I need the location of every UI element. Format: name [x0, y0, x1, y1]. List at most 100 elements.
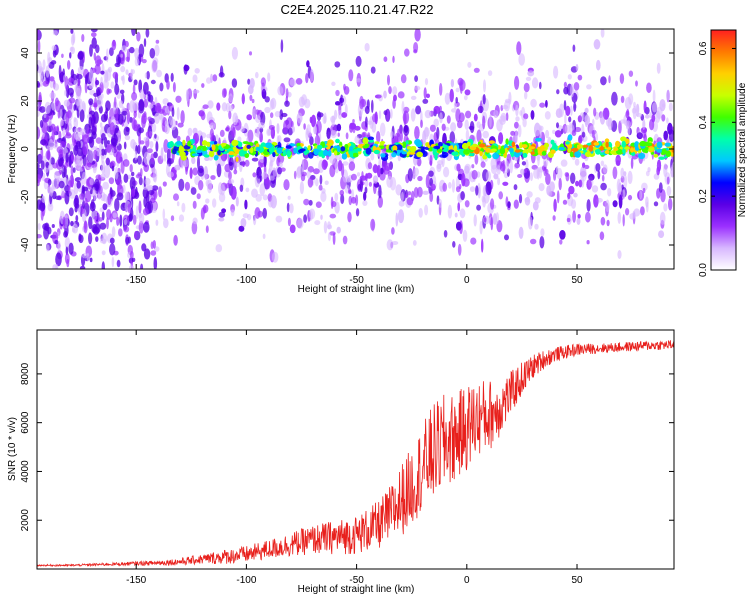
heatmap-cell — [313, 125, 318, 135]
colorbar-ticks: 0.0 0.2 0.4 0.6 — [698, 41, 736, 277]
heatmap-cell — [122, 74, 125, 85]
heatmap-cell — [564, 113, 567, 126]
heatmap-cell — [87, 149, 94, 163]
heatmap-cell — [146, 186, 152, 191]
heatmap-cell — [173, 234, 178, 246]
heatmap-cell — [207, 100, 214, 109]
heatmap-cell — [64, 89, 67, 96]
heatmap-cell — [493, 110, 499, 118]
heatmap-cell — [607, 187, 612, 197]
heatmap-cell — [556, 122, 559, 129]
heatmap-cell — [306, 130, 312, 136]
heatmap-cell — [307, 177, 314, 188]
heatmap-cell — [326, 127, 331, 139]
heatmap-cell — [314, 220, 321, 226]
heatmap-cell — [159, 82, 164, 92]
heatmap-cell — [470, 146, 477, 151]
heatmap-cell — [455, 186, 461, 193]
heatmap-cell — [322, 149, 329, 156]
heatmap-cell — [309, 69, 314, 82]
heatmap-cell — [370, 152, 375, 161]
heatmap-cell — [649, 112, 653, 119]
heatmap-cell — [68, 189, 76, 199]
heatmap-cell — [550, 149, 556, 154]
heatmap-cell — [296, 112, 303, 124]
heatmap-cell — [418, 207, 423, 218]
heatmap-cell — [167, 171, 175, 178]
heatmap-cell — [523, 82, 530, 93]
heatmap-cell — [425, 174, 430, 189]
heatmap-cell — [414, 85, 421, 91]
heatmap-cell — [306, 170, 311, 179]
heatmap-cell — [224, 163, 231, 173]
heatmap-cell — [296, 165, 304, 177]
heatmap-cell — [55, 252, 62, 267]
heatmap-cell — [639, 190, 643, 200]
heatmap-cell — [666, 117, 669, 124]
heatmap-cell — [599, 152, 604, 156]
heatmap-cell — [242, 161, 246, 168]
heatmap-cell — [204, 156, 210, 161]
heatmap-cell — [79, 128, 86, 134]
heatmap-cell — [228, 151, 235, 156]
heatmap-cell — [58, 149, 64, 158]
heatmap-cell — [270, 195, 277, 209]
heatmap-cell — [422, 98, 429, 104]
heatmap-cell — [271, 251, 279, 263]
heatmap-cell — [541, 150, 547, 156]
x-tick-label: -150 — [126, 275, 146, 286]
heatmap-cell — [138, 176, 143, 186]
heatmap-cell — [496, 165, 501, 175]
heatmap-cell — [424, 204, 429, 216]
heatmap-cell — [119, 89, 125, 95]
heatmap-cell — [43, 113, 47, 119]
heatmap-cell — [643, 100, 647, 114]
heatmap-cell — [521, 144, 528, 149]
heatmap-cell — [350, 173, 357, 181]
heatmap-cell — [84, 221, 87, 230]
heatmap-cell — [223, 88, 227, 97]
heatmap-cell — [356, 172, 361, 177]
heatmap-cell — [317, 112, 324, 118]
heatmap-cell — [51, 179, 58, 190]
heatmap-cell — [554, 130, 562, 138]
heatmap-cell — [414, 29, 421, 42]
heatmap-cell — [53, 83, 60, 91]
heatmap-cell — [625, 110, 630, 119]
heatmap-cell — [69, 46, 74, 52]
heatmap-cell — [91, 77, 95, 88]
heatmap-cell — [242, 213, 249, 219]
heatmap-cell — [517, 174, 523, 178]
heatmap-cell — [391, 152, 397, 158]
heatmap-cell — [286, 150, 291, 158]
heatmap-cell — [339, 97, 345, 103]
heatmap-cell — [232, 146, 237, 152]
heatmap-cell — [284, 100, 290, 107]
heatmap-cell — [490, 216, 494, 231]
snr-y-ticks: 2000 4000 6000 8000 — [20, 362, 674, 531]
heatmap-cell — [162, 208, 166, 221]
heatmap-cell — [553, 198, 557, 212]
heatmap-cell — [197, 155, 200, 170]
heatmap-cell — [218, 217, 225, 222]
heatmap-cell — [187, 127, 193, 137]
heatmap-cell — [552, 215, 556, 221]
heatmap-cell — [269, 161, 273, 173]
heatmap-cell — [352, 152, 359, 158]
heatmap-cell — [473, 113, 478, 122]
heatmap-cell — [133, 79, 138, 86]
heatmap-cell — [210, 175, 216, 180]
heatmap-cell — [311, 114, 316, 128]
heatmap-cell — [359, 175, 367, 181]
heatmap-cell — [595, 148, 601, 155]
x-tick-label: 0 — [464, 275, 470, 286]
heatmap-cell — [666, 176, 670, 185]
heatmap-cell — [319, 174, 323, 185]
heatmap-cell — [112, 39, 116, 47]
heatmap-cell — [37, 223, 41, 231]
heatmap-cell — [504, 234, 509, 241]
heatmap-cell — [37, 109, 40, 117]
heatmap-cell — [104, 71, 108, 82]
y-tick-label: 6000 — [20, 411, 31, 434]
heatmap-cell — [91, 29, 98, 33]
